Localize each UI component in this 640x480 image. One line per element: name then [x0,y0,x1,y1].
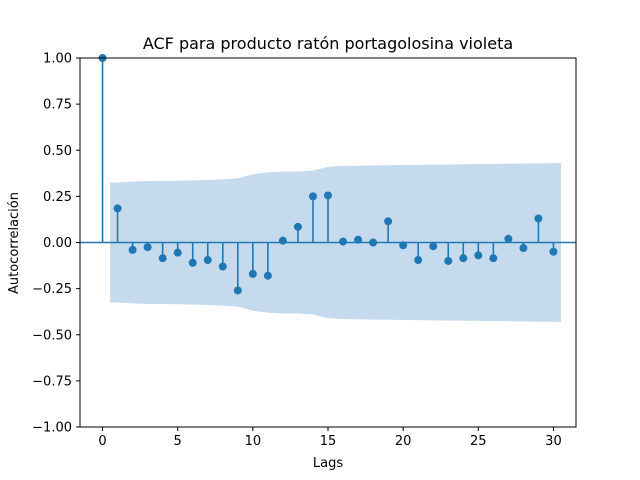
acf-point-lag-28 [519,244,528,253]
acf-point-lag-4 [158,254,167,263]
acf-point-lag-11 [263,271,272,280]
y-tick-label: 0.75 [43,98,72,113]
y-tick-label: −0.75 [32,374,72,389]
acf-point-lag-6 [188,258,197,267]
acf-point-lag-22 [429,242,438,251]
y-tick-label: 0.25 [43,190,72,205]
acf-point-lag-26 [489,254,498,263]
acf-point-lag-15 [324,191,332,200]
acf-point-lag-14 [308,192,317,201]
y-tick-label: −0.50 [32,328,72,343]
acf-point-lag-16 [339,237,348,246]
x-tick-label: 10 [245,434,262,449]
y-axis-label: Autocorrelación [7,192,22,294]
x-axis-label: Lags [313,456,343,471]
y-tick-label: 0.50 [43,144,72,159]
y-tick-label: 1.00 [43,52,72,67]
acf-point-lag-21 [414,256,423,265]
acf-point-lag-24 [459,254,468,263]
acf-point-lag-8 [218,262,227,271]
acf-point-lag-29 [534,214,543,223]
acf-point-lag-25 [474,251,483,260]
y-tick-label: 0.00 [43,236,72,251]
x-tick-label: 30 [545,434,562,449]
acf-point-lag-17 [354,235,363,244]
x-tick-label: 25 [470,434,487,449]
acf-point-lag-1 [113,204,122,213]
acf-point-lag-2 [128,245,137,254]
chart-title: ACF para producto ratón portagolosina vi… [143,34,513,53]
acf-point-lag-23 [444,256,453,265]
acf-point-lag-30 [549,247,558,256]
acf-point-lag-9 [233,286,242,295]
x-tick-label: 15 [320,434,337,449]
y-tick-label: −0.25 [32,282,72,297]
acf-point-lag-18 [369,238,378,247]
y-tick-label: −1.00 [32,421,72,436]
acf-point-lag-10 [248,269,257,278]
x-tick-label: 0 [98,434,106,449]
acf-point-lag-3 [143,243,152,252]
acf-point-lag-13 [293,222,302,231]
acf-point-lag-19 [384,217,393,226]
acf-point-lag-12 [278,236,287,245]
x-tick-label: 20 [395,434,412,449]
acf-point-lag-27 [504,234,513,243]
acf-point-lag-5 [173,248,182,257]
acf-point-lag-7 [203,256,212,265]
acf-point-lag-20 [399,241,408,250]
x-tick-label: 5 [174,434,182,449]
plot-area: 0 5 10 15 20 25 30 1.00 0.75 0.50 0.25 0.00 −0.25 −0.… [32,52,577,449]
